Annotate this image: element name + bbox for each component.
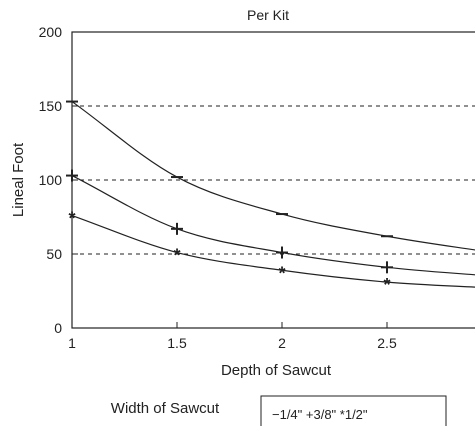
x-tick-label: 2 (278, 335, 286, 351)
y-axis-label: Lineal Foot (10, 142, 27, 217)
chart-title: Per Kit (247, 7, 289, 23)
legend-text: −1/4" +3/8" *1/2" (272, 407, 368, 422)
y-tick-label: 150 (39, 98, 63, 114)
y-tick-label: 0 (54, 320, 62, 336)
y-tick-label: 200 (39, 24, 63, 40)
legend-title: Width of Sawcut (111, 400, 220, 417)
series-line (71, 214, 475, 288)
data-point-star: * (173, 246, 180, 266)
x-tick-label: 1 (68, 335, 76, 351)
data-point-star: * (383, 275, 390, 295)
series-line (71, 101, 475, 251)
x-axis-label: Depth of Sawcut (221, 362, 332, 379)
y-tick-label: 100 (39, 172, 63, 188)
y-tick-label: 50 (46, 246, 62, 262)
x-tick-label: 2.5 (377, 335, 397, 351)
data-point-star: * (68, 209, 75, 229)
series-line (71, 175, 475, 276)
x-tick-label: 1.5 (167, 335, 187, 351)
data-point-star: * (278, 263, 285, 283)
legend-box (260, 395, 447, 426)
